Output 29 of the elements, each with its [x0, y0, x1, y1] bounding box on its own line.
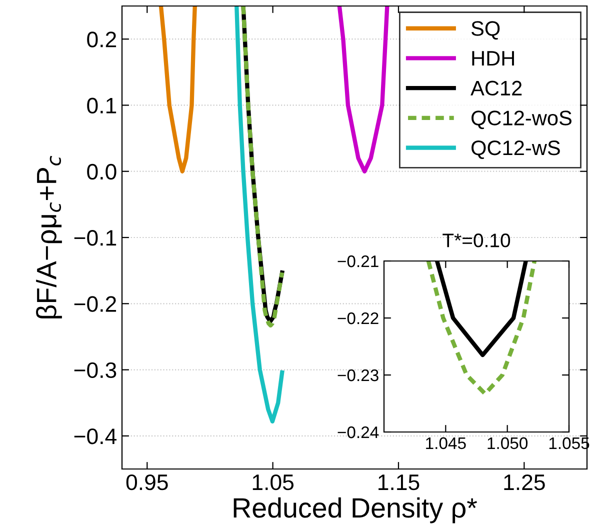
y-tick-label: 0.0: [87, 164, 116, 180]
y-tick-label: −0.3: [74, 362, 116, 378]
y-tick-label: −0.24: [338, 426, 379, 438]
line-series: [426, 261, 537, 396]
x-axis-title: Reduced Density ρ*: [234, 497, 478, 524]
legend-label: SQ: [471, 21, 500, 40]
y-tick-label: −0.4: [74, 428, 116, 444]
x-tick-label: 1.15: [378, 474, 420, 490]
line-series: [234, 6, 284, 424]
legend-label: AC12: [470, 80, 522, 96]
chart-title: T*=0.10: [442, 234, 510, 248]
y-axis-title: βF/A−ρμ$_{c}$+P$_{c}$: [36, 156, 62, 318]
x-tick-label: 0.95: [126, 474, 168, 490]
y-tick-label: 0.2: [87, 32, 116, 48]
line-series: [158, 6, 197, 174]
legend-label: QC12-wS: [472, 140, 560, 159]
y-tick-label: −0.23: [338, 369, 378, 382]
y-tick-label: −0.2: [74, 296, 116, 312]
x-tick-label: 1.050: [488, 437, 528, 450]
y-tick-label: −0.22: [338, 312, 378, 324]
y-tick-label: −0.21: [338, 255, 378, 268]
x-tick-label: 1.25: [504, 474, 545, 490]
legend-label: HDH: [472, 51, 514, 66]
line-series: [337, 6, 390, 174]
x-tick-label: 1.045: [426, 437, 466, 450]
y-tick-label: 0.1: [87, 98, 116, 114]
legend-label: QC12-woS: [472, 110, 572, 130]
x-tick-label: 1.05: [252, 474, 294, 490]
y-tick-label: −0.1: [74, 230, 116, 246]
